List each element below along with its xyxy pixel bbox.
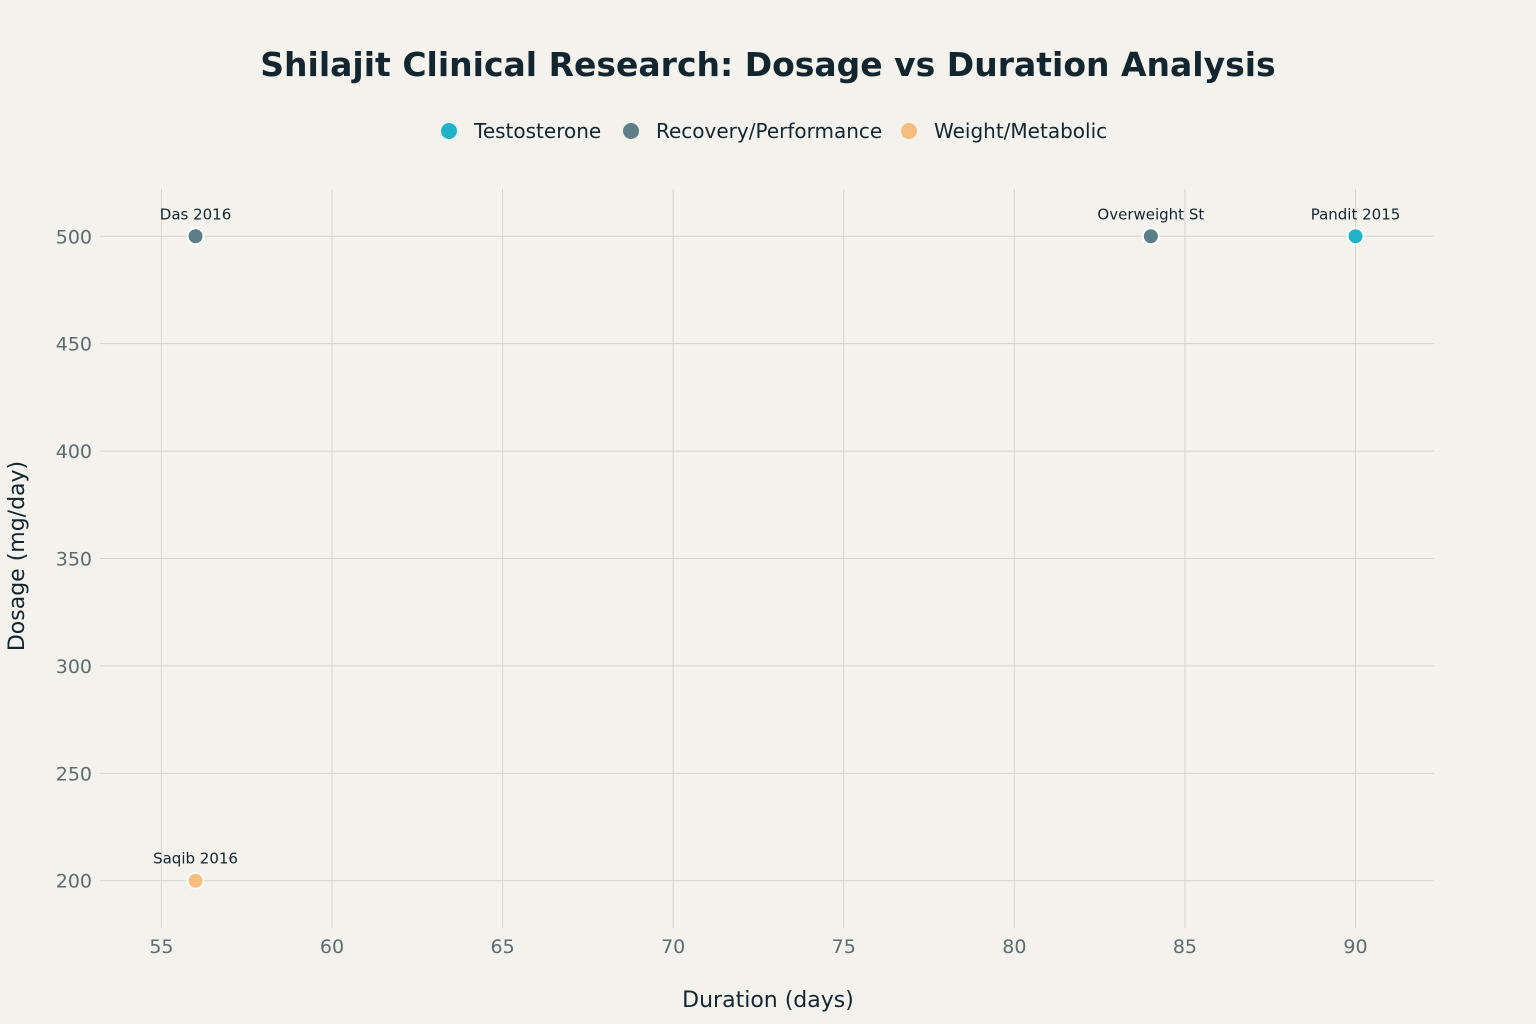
x-axis-title: Duration (days) xyxy=(682,988,854,1013)
legend-marker xyxy=(441,123,457,139)
data-point-group: Das 2016 xyxy=(160,205,232,246)
y-tick-label: 250 xyxy=(56,763,92,785)
data-point-label: Pandit 2015 xyxy=(1311,205,1401,223)
chart-grid xyxy=(100,189,1434,928)
legend-label: Recovery/Performance xyxy=(656,119,882,143)
y-axis-ticks: 200 250 300 350 400 450 500 xyxy=(56,226,92,892)
data-point-group: Pandit 2015 xyxy=(1311,205,1401,246)
x-tick-label: 90 xyxy=(1343,936,1367,958)
data-point-label: Das 2016 xyxy=(160,205,232,223)
legend-label: Testosterone xyxy=(473,119,601,143)
legend-item: Recovery/Performance xyxy=(623,119,882,143)
x-tick-label: 80 xyxy=(1002,936,1026,958)
y-tick-label: 200 xyxy=(56,871,92,893)
y-tick-label: 400 xyxy=(56,441,92,463)
legend-label: Weight/Metabolic xyxy=(934,119,1107,143)
data-point-group: Saqib 2016 xyxy=(153,850,238,890)
chart-legend: Testosterone Recovery/Performance Weight/M… xyxy=(441,119,1107,143)
x-axis-ticks: 55 60 65 70 75 80 85 90 xyxy=(149,936,1367,958)
data-point-group: Overweight St xyxy=(1097,205,1204,246)
x-tick-label: 65 xyxy=(490,936,514,958)
y-tick-label: 350 xyxy=(56,549,92,571)
y-tick-label: 450 xyxy=(56,334,92,356)
data-point xyxy=(186,227,205,246)
chart-points: Pandit 2015 Das 2016 Overweight St Saqib 20… xyxy=(153,205,1401,890)
y-tick-label: 500 xyxy=(56,226,92,248)
legend-item: Weight/Metabolic xyxy=(901,119,1107,143)
data-point-label: Saqib 2016 xyxy=(153,850,238,868)
x-tick-label: 75 xyxy=(832,936,856,958)
legend-item: Testosterone xyxy=(441,119,601,143)
data-point xyxy=(1141,227,1160,246)
y-axis-title: Dosage (mg/day) xyxy=(5,461,30,651)
x-tick-label: 60 xyxy=(320,936,344,958)
y-tick-label: 300 xyxy=(56,656,92,678)
x-tick-label: 85 xyxy=(1173,936,1197,958)
legend-marker xyxy=(901,123,917,139)
chart-title: Shilajit Clinical Research: Dosage vs Du… xyxy=(260,45,1275,84)
x-tick-label: 55 xyxy=(149,936,173,958)
legend-marker xyxy=(623,123,639,139)
data-point xyxy=(1346,227,1365,246)
x-tick-label: 70 xyxy=(661,936,685,958)
data-point-label: Overweight St xyxy=(1097,205,1204,223)
data-point xyxy=(186,871,205,890)
